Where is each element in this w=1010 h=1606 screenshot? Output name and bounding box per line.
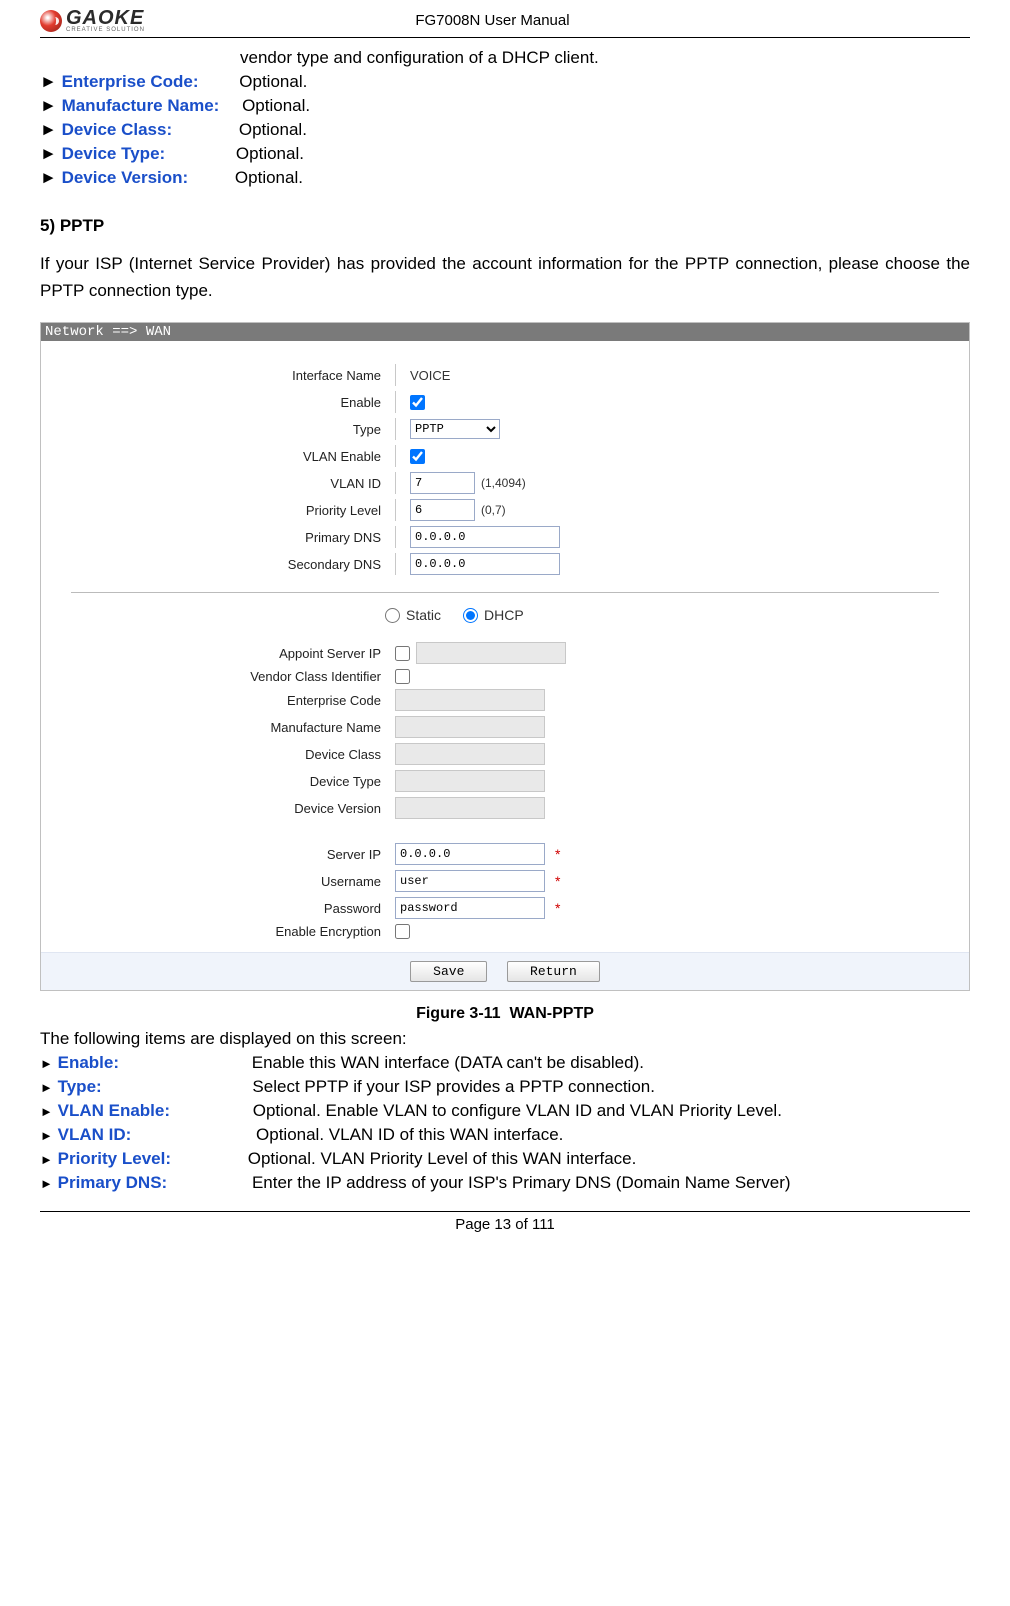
label-pass: Password <box>71 901 395 916</box>
label-type: Type <box>71 422 395 437</box>
save-button[interactable]: Save <box>410 961 487 982</box>
label-vendor: Vendor Class Identifier <box>71 669 395 684</box>
label-server: Server IP <box>71 847 395 862</box>
required-icon: * <box>555 900 560 916</box>
def-device-class: ► Device Class: Optional. <box>40 120 970 140</box>
form-upper: Interface Name VOICE Enable Type PPTP <box>41 341 969 588</box>
label-vlan-id: VLAN ID <box>71 476 395 491</box>
label-dtype: Device Type <box>71 774 395 789</box>
vlan-id-hint: (1,4094) <box>481 476 526 490</box>
sdns-input[interactable] <box>410 553 560 575</box>
figure-caption: Figure 3-11 WAN-PPTP <box>40 1005 970 1023</box>
label-ent: Enterprise Code <box>71 693 395 708</box>
def-device-type: ► Device Type: Optional. <box>40 144 970 164</box>
doc-header: GAOKE CREATIVE SOLUTION FG7008N User Man… <box>40 0 970 38</box>
vlan-enable-checkbox[interactable] <box>410 449 425 464</box>
wan-pptp-screenshot: Network ==> WAN Interface Name VOICE Ena… <box>40 322 970 991</box>
section-heading: 5) PPTP <box>40 216 970 236</box>
brand-logo: GAOKE CREATIVE SOLUTION <box>40 8 145 33</box>
vendor-checkbox[interactable] <box>395 669 410 684</box>
user-input[interactable] <box>395 870 545 892</box>
brand-name: GAOKE <box>66 8 145 28</box>
ip-mode-radio-group: Static DHCP <box>41 597 969 633</box>
static-radio-label: Static <box>406 607 441 623</box>
dhcp-radio[interactable] <box>463 608 478 623</box>
figure-name: WAN-PPTP <box>509 1005 593 1022</box>
pass-input[interactable] <box>395 897 545 919</box>
intro-continuation: vendor type and configuration of a DHCP … <box>240 48 970 68</box>
def-enable: ► Enable: Enable this WAN interface (DAT… <box>40 1053 970 1073</box>
def-vlan-id: ► VLAN ID: Optional. VLAN ID of this WAN… <box>40 1125 970 1145</box>
label-encrypt: Enable Encryption <box>71 924 395 939</box>
label-vlan-enable: VLAN Enable <box>71 449 395 464</box>
doc-title: FG7008N User Manual <box>145 12 840 29</box>
label-appoint: Appoint Server IP <box>71 646 395 661</box>
encrypt-checkbox[interactable] <box>395 924 410 939</box>
vlan-id-input[interactable] <box>410 472 475 494</box>
value-interface-name: VOICE <box>410 368 450 383</box>
def-manufacture-name: ► Manufacture Name: Optional. <box>40 96 970 116</box>
type-select[interactable]: PPTP <box>410 419 500 439</box>
label-manu: Manufacture Name <box>71 720 395 735</box>
label-pdns: Primary DNS <box>71 530 395 545</box>
form-middle: Appoint Server IP Vendor Class Identifie… <box>41 633 969 952</box>
dver-input <box>395 797 545 819</box>
figure-number: Figure 3-11 <box>416 1005 500 1022</box>
def-priority: ► Priority Level: Optional. VLAN Priorit… <box>40 1149 970 1169</box>
breadcrumb: Network ==> WAN <box>41 323 969 341</box>
post-figure-line: The following items are displayed on thi… <box>40 1029 970 1049</box>
pdns-input[interactable] <box>410 526 560 548</box>
dhcp-radio-label: DHCP <box>484 607 524 623</box>
section-paragraph: If your ISP (Internet Service Provider) … <box>40 250 970 304</box>
label-user: Username <box>71 874 395 889</box>
required-icon: * <box>555 846 560 862</box>
return-button[interactable]: Return <box>507 961 600 982</box>
enable-checkbox[interactable] <box>410 395 425 410</box>
priority-hint: (0,7) <box>481 503 506 517</box>
priority-input[interactable] <box>410 499 475 521</box>
server-input[interactable] <box>395 843 545 865</box>
class-input <box>395 743 545 765</box>
ent-input <box>395 689 545 711</box>
button-bar: Save Return <box>41 952 969 990</box>
def-type: ► Type: Select PPTP if your ISP provides… <box>40 1077 970 1097</box>
page-footer: Page 13 of 111 <box>40 1211 970 1233</box>
brand-tagline: CREATIVE SOLUTION <box>66 27 145 33</box>
dtype-input <box>395 770 545 792</box>
def-vlan-enable: ► VLAN Enable: Optional. Enable VLAN to … <box>40 1101 970 1121</box>
def-primary-dns: ► Primary DNS: Enter the IP address of y… <box>40 1173 970 1193</box>
def-device-version: ► Device Version: Optional. <box>40 168 970 188</box>
page-root: GAOKE CREATIVE SOLUTION FG7008N User Man… <box>0 0 1010 1263</box>
required-icon: * <box>555 873 560 889</box>
manu-input <box>395 716 545 738</box>
label-enable: Enable <box>71 395 395 410</box>
label-priority: Priority Level <box>71 503 395 518</box>
appoint-input <box>416 642 566 664</box>
static-radio[interactable] <box>385 608 400 623</box>
def-enterprise-code: ► Enterprise Code: Optional. <box>40 72 970 92</box>
label-sdns: Secondary DNS <box>71 557 395 572</box>
label-dver: Device Version <box>71 801 395 816</box>
label-class: Device Class <box>71 747 395 762</box>
logo-icon <box>40 10 62 32</box>
label-interface-name: Interface Name <box>71 368 395 383</box>
appoint-checkbox[interactable] <box>395 646 410 661</box>
